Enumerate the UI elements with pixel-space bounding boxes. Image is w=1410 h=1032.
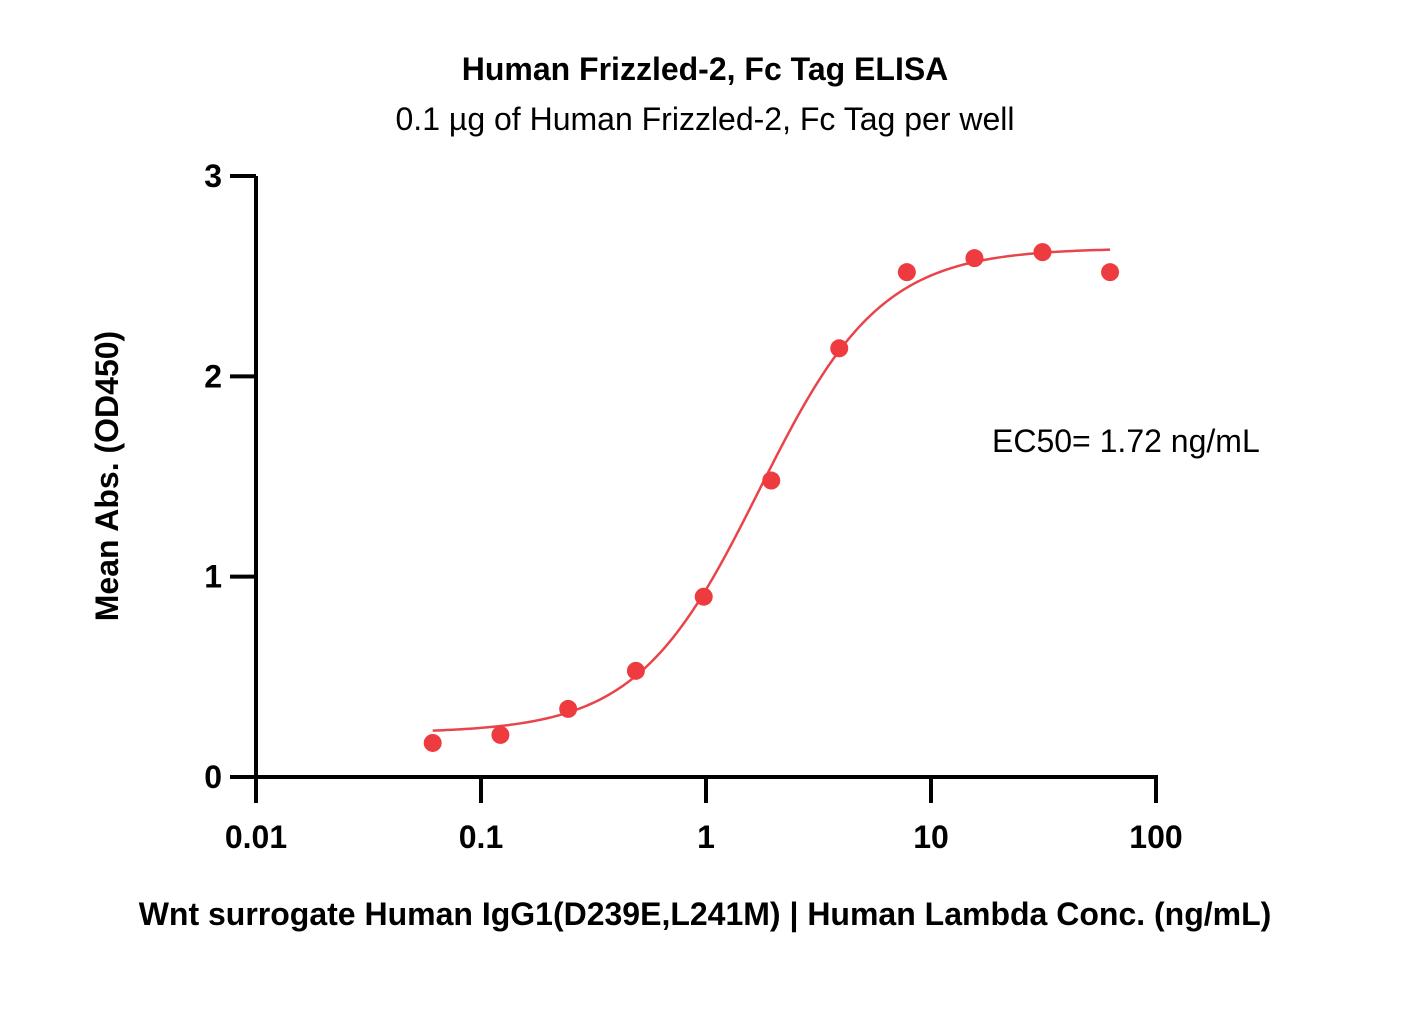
y-tick-label: 1: [204, 559, 222, 595]
axes: [254, 176, 1158, 779]
y-tick-label: 0: [204, 759, 222, 795]
data-point: [1033, 243, 1052, 262]
x-ticks: 0.01 0.1 1 10 100: [225, 777, 1183, 855]
data-point: [762, 471, 781, 490]
y-ticks: 0 1 2 3: [204, 158, 256, 795]
y-tick-label: 2: [204, 358, 222, 394]
x-tick-label: 1: [697, 819, 715, 855]
chart-subtitle: 0.1 µg of Human Frizzled-2, Fc Tag per w…: [396, 101, 1015, 137]
data-point: [1101, 263, 1120, 282]
data-points: [423, 243, 1120, 752]
y-axis-title: Mean Abs. (OD450): [89, 331, 125, 621]
data-point: [694, 587, 713, 606]
data-point: [830, 339, 849, 358]
x-tick-label: 100: [1129, 819, 1182, 855]
fit-curve: [432, 248, 1111, 732]
data-point: [626, 661, 645, 680]
chart-title: Human Frizzled-2, Fc Tag ELISA: [462, 51, 949, 87]
data-point: [423, 733, 442, 752]
ec50-annotation: EC50= 1.72 ng/mL: [992, 423, 1260, 459]
data-point: [965, 249, 984, 268]
x-tick-label: 0.1: [459, 819, 503, 855]
x-axis-title: Wnt surrogate Human IgG1(D239E,L241M) | …: [139, 896, 1272, 932]
y-tick-label: 3: [204, 158, 222, 194]
data-point: [491, 725, 510, 744]
data-point: [897, 263, 916, 282]
x-tick-label: 10: [913, 819, 949, 855]
data-point: [559, 699, 578, 718]
x-tick-label: 0.01: [225, 819, 287, 855]
